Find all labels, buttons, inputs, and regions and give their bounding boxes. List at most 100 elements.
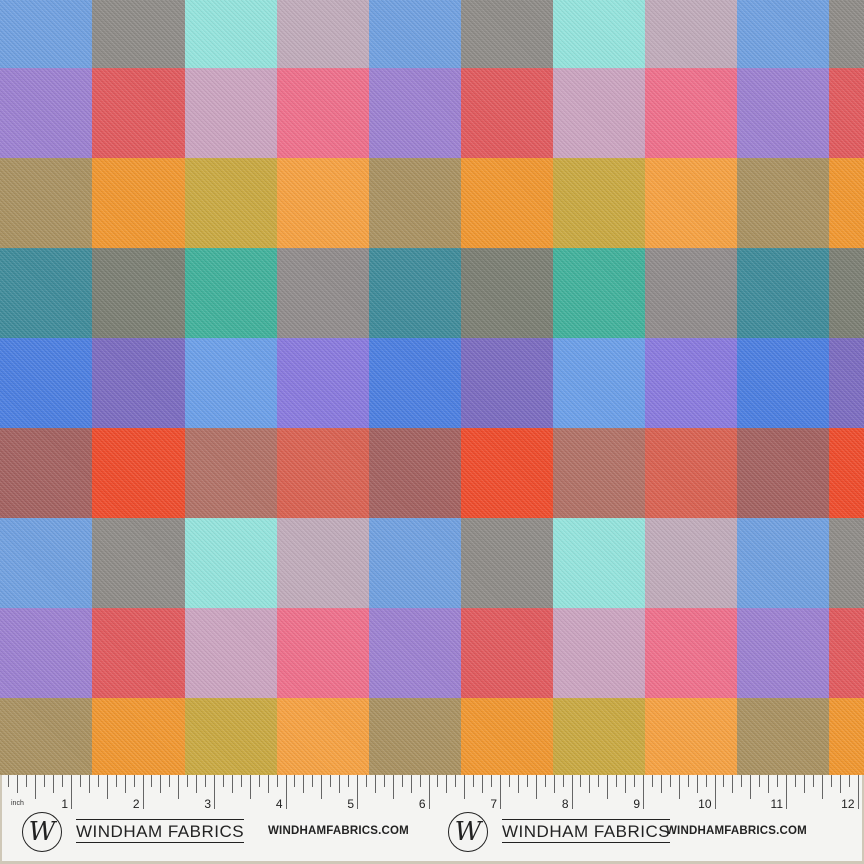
ruler-tick xyxy=(723,775,725,787)
ruler-tick xyxy=(365,775,367,787)
ruler-tick xyxy=(553,775,555,793)
plaid-cell xyxy=(369,518,461,608)
ruler-inch-label: 6 xyxy=(418,797,426,811)
ruler-tick xyxy=(580,775,582,787)
ruler-tick xyxy=(79,775,81,787)
plaid-cell xyxy=(277,428,369,518)
ruler-tick xyxy=(857,775,859,809)
plaid-cell xyxy=(277,518,369,608)
ruler-inch-label: 7 xyxy=(490,797,497,811)
plaid-cell xyxy=(829,0,864,68)
ruler-tick xyxy=(643,775,644,809)
ruler-tick xyxy=(115,775,117,787)
plaid-cell xyxy=(185,68,277,158)
plaid-cell xyxy=(0,518,92,608)
plaid-cell xyxy=(645,698,737,775)
plaid-cell xyxy=(829,158,864,248)
ruler-tick xyxy=(88,775,90,793)
windham-logo-icon: W xyxy=(22,812,62,852)
ruler-tick xyxy=(240,775,242,787)
ruler-tick xyxy=(669,775,671,787)
ruler-inch-label: 4 xyxy=(275,797,283,811)
plaid-cell xyxy=(737,68,829,158)
ruler-tick xyxy=(97,775,99,787)
plaid-cell xyxy=(369,698,461,775)
plaid-cell xyxy=(461,428,553,518)
ruler-tick xyxy=(544,775,546,787)
plaid-cell xyxy=(829,518,864,608)
plaid-cell xyxy=(553,698,645,775)
plaid-cell xyxy=(0,338,92,428)
plaid-cell xyxy=(829,428,864,518)
ruler-tick xyxy=(410,775,412,793)
ruler-tick xyxy=(419,775,421,787)
ruler-tick xyxy=(303,775,305,793)
plaid-cell xyxy=(92,158,185,248)
plaid-cell xyxy=(277,248,369,338)
plaid-cell xyxy=(185,248,277,338)
plaid-cell xyxy=(92,0,185,68)
ruler-tick xyxy=(330,775,332,787)
ruler-tick xyxy=(535,775,537,799)
ruler-tick xyxy=(759,775,761,787)
plaid-cell xyxy=(0,0,92,68)
ruler-tick xyxy=(571,775,573,809)
windham-logo-icon: W xyxy=(448,812,488,852)
ruler-tick xyxy=(44,775,46,787)
brand-url: WINDHAMFABRICS.COM xyxy=(268,825,409,837)
plaid-cell xyxy=(829,338,864,428)
ruler-tick xyxy=(26,775,28,787)
ruler-tick xyxy=(357,775,358,809)
ruler-tick xyxy=(35,775,37,799)
ruler-tick xyxy=(258,775,260,787)
ruler-tick xyxy=(508,775,510,787)
plaid-cell xyxy=(0,68,92,158)
brand-url: WINDHAMFABRICS.COM xyxy=(666,825,807,837)
ruler-tick xyxy=(196,775,198,793)
ruler-tick xyxy=(392,775,394,799)
ruler-tick xyxy=(455,775,457,787)
ruler-tick xyxy=(294,775,296,787)
ruler-tick xyxy=(768,775,770,793)
ruler-tick xyxy=(482,775,484,793)
ruler-tick xyxy=(142,775,144,809)
ruler-inch-label: 10 xyxy=(698,797,712,811)
plaid-cell xyxy=(829,68,864,158)
ruler-tick xyxy=(491,775,493,787)
plaid-cell xyxy=(369,248,461,338)
ruler-tick xyxy=(812,775,814,787)
ruler-tick xyxy=(678,775,680,799)
plaid-cell xyxy=(277,338,369,428)
plaid-cell xyxy=(461,0,553,68)
brand-name: WINDHAM FABRICS xyxy=(76,819,245,843)
ruler-tick xyxy=(625,775,627,793)
plaid-cell xyxy=(92,518,185,608)
plaid-cell xyxy=(645,608,737,698)
brand-name: WINDHAM FABRICS xyxy=(502,819,671,843)
ruler-tick xyxy=(106,775,108,799)
ruler-tick xyxy=(339,775,341,793)
ruler-tick xyxy=(222,775,224,787)
plaid-cell xyxy=(277,68,369,158)
plaid-cell xyxy=(92,698,185,775)
plaid-cell xyxy=(645,158,737,248)
plaid-cell xyxy=(92,338,185,428)
ruler-tick xyxy=(276,775,278,787)
plaid-cell xyxy=(92,248,185,338)
plaid-cell xyxy=(185,698,277,775)
ruler-tick xyxy=(741,775,743,787)
ruler-tick xyxy=(651,775,653,787)
plaid-cell xyxy=(553,338,645,428)
plaid-cell xyxy=(737,0,829,68)
plaid-cell xyxy=(185,0,277,68)
ruler-tick xyxy=(205,775,207,787)
plaid-cell xyxy=(645,68,737,158)
plaid-cell xyxy=(553,608,645,698)
ruler-tick xyxy=(62,775,64,787)
plaid-cell xyxy=(645,338,737,428)
fabric-swatch xyxy=(0,0,864,775)
plaid-cell xyxy=(92,608,185,698)
plaid-cell xyxy=(369,608,461,698)
ruler-tick xyxy=(285,775,287,809)
ruler-unit-label: inch xyxy=(11,800,24,807)
